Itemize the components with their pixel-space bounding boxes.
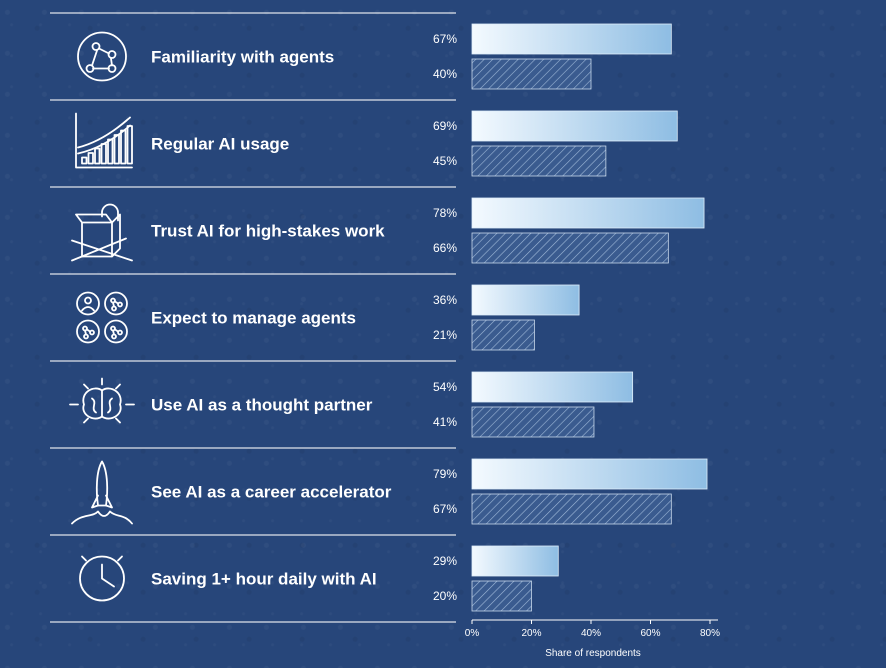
value-label: 41% xyxy=(433,415,457,429)
category-label: Saving 1+ hour daily with AI xyxy=(151,570,377,589)
chart-row: Expect to manage agents 36% 21% xyxy=(76,284,580,351)
category-label: See AI as a career accelerator xyxy=(151,483,392,502)
chart-row: Familiarity with agents 67% 40% xyxy=(77,23,672,90)
category-label: Trust AI for high-stakes work xyxy=(151,222,385,241)
bar-series-1 xyxy=(471,458,708,490)
value-label: 29% xyxy=(433,554,457,568)
chart-row: Use AI as a thought partner 54% 41% xyxy=(69,371,634,438)
category-label: Expect to manage agents xyxy=(151,309,356,328)
growth-chart-icon xyxy=(75,112,133,169)
value-label: 45% xyxy=(433,154,457,168)
x-tick-label: 40% xyxy=(581,628,601,639)
value-label: 20% xyxy=(433,589,457,603)
x-axis-title: Share of respondents xyxy=(545,648,641,659)
bar-series-2 xyxy=(471,493,672,525)
brain-icon xyxy=(69,377,135,424)
bar-series-2 xyxy=(471,319,535,351)
bar-series-1 xyxy=(471,284,580,316)
category-label: Use AI as a thought partner xyxy=(151,396,373,415)
value-label: 21% xyxy=(433,328,457,342)
x-tick-label: 60% xyxy=(640,628,660,639)
value-label: 36% xyxy=(433,293,457,307)
value-label: 54% xyxy=(433,380,457,394)
bar-series-2 xyxy=(471,232,669,264)
bar-series-1 xyxy=(471,545,559,577)
category-label: Familiarity with agents xyxy=(151,48,334,67)
chart-row: Regular AI usage 69% 45% xyxy=(75,110,678,177)
bar-series-2 xyxy=(471,406,595,438)
x-tick-label: 20% xyxy=(521,628,541,639)
bar-series-2 xyxy=(471,58,592,90)
network-icon xyxy=(77,31,127,82)
bar-series-2 xyxy=(471,580,532,612)
value-label: 66% xyxy=(433,241,457,255)
bar-series-1 xyxy=(471,197,705,229)
value-label: 79% xyxy=(433,467,457,481)
unlocked-box-icon xyxy=(71,203,133,262)
chart-row: Trust AI for high-stakes work 78% 66% xyxy=(71,197,705,264)
clock-icon xyxy=(79,555,125,602)
value-label: 69% xyxy=(433,119,457,133)
chart-row: See AI as a career accelerator 79% 67% xyxy=(71,458,708,525)
x-tick-label: 80% xyxy=(700,628,720,639)
value-label: 67% xyxy=(433,32,457,46)
value-label: 40% xyxy=(433,67,457,81)
bar-series-1 xyxy=(471,371,634,403)
category-label: Regular AI usage xyxy=(151,135,289,154)
value-label: 78% xyxy=(433,206,457,220)
rocket-icon xyxy=(71,460,133,525)
x-tick-label: 0% xyxy=(465,628,480,639)
bar-series-1 xyxy=(471,23,672,55)
chart-row: Saving 1+ hour daily with AI 29% 20% xyxy=(79,545,559,612)
bar-series-1 xyxy=(471,110,678,142)
bar-series-2 xyxy=(471,145,607,177)
agents-grid-icon xyxy=(76,291,128,344)
value-label: 67% xyxy=(433,502,457,516)
